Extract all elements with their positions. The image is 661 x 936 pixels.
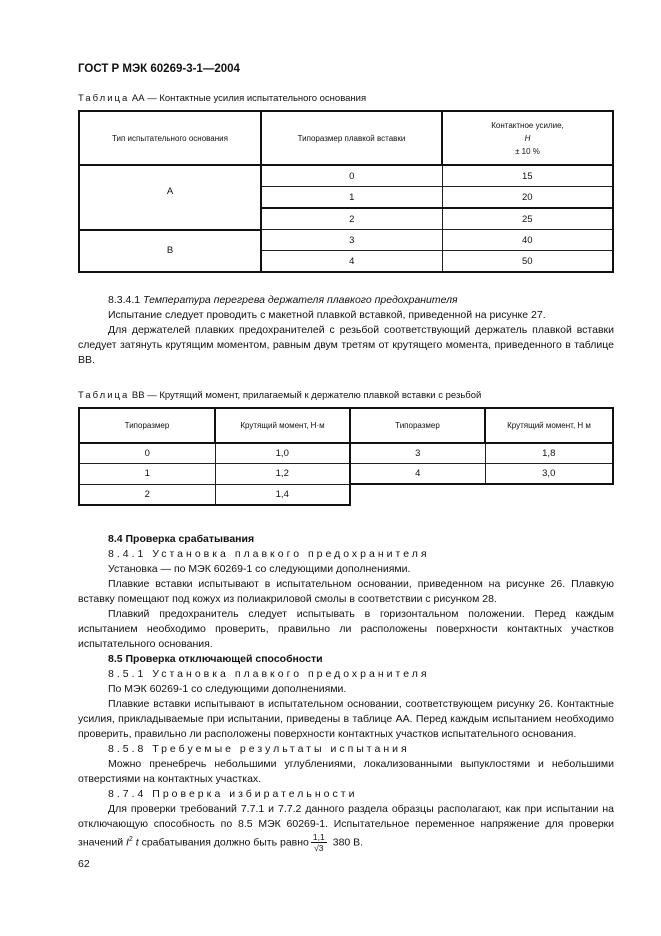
table-aa: Тип испытательного основания Типоразмер … xyxy=(78,110,614,273)
type-cell: В xyxy=(78,228,262,273)
section-8-3-4-1: 8.3.4.1 Температура перегрева держателя … xyxy=(78,294,614,366)
table-bb-caption: Таблица ВВ — Крутящий момент, прилагаемы… xyxy=(78,390,482,401)
table-bb: Типоразмер Крутящий момент, Н·м Типоразм… xyxy=(78,407,614,506)
table-row: В 3 40 xyxy=(78,228,614,273)
page-number: 62 xyxy=(78,857,90,870)
table-row: 2 25 xyxy=(79,207,614,230)
size-cell: 1 xyxy=(260,186,443,209)
table-aa-caption: Таблица АА — Контактные усилия испытател… xyxy=(78,93,367,104)
size-cell: 0 xyxy=(260,164,443,187)
page: ГОСТ Р МЭК 60269-3-1—2004 Таблица АА — К… xyxy=(78,63,614,870)
torque-cell: 1,4 xyxy=(214,483,351,506)
section-8-4-title: 8.4 Проверка срабатывания xyxy=(108,532,255,545)
table-row: 2 1,4 xyxy=(78,483,613,506)
empty-cell xyxy=(485,484,613,505)
size-cell: 2 xyxy=(260,207,443,230)
size-cell: 3 xyxy=(260,229,443,251)
torque-cell: 1,0 xyxy=(214,442,351,464)
size-cell: 4 xyxy=(349,463,486,485)
torque-cell: 3,0 xyxy=(484,463,614,485)
table-row: А 0 15 xyxy=(78,164,614,231)
table-row: 1 1,2 4 3,0 xyxy=(78,463,614,485)
header-cell: Контактное усилие, Н ± 10 % xyxy=(441,110,614,166)
table-row: 0 1,0 3 1,8 xyxy=(78,442,614,464)
torque-cell: 1,2 xyxy=(214,463,351,485)
empty-cell xyxy=(350,484,485,505)
force-cell: 25 xyxy=(441,207,614,230)
size-cell: 0 xyxy=(78,442,216,464)
header-cell: Типоразмер xyxy=(349,407,486,444)
size-cell: 3 xyxy=(349,442,486,464)
header-cell: Типоразмер xyxy=(78,407,216,444)
force-cell: 15 xyxy=(441,164,614,187)
sections-8-4-to-8-7-4: 8.4 Проверка срабатывания 8.4.1 Установк… xyxy=(78,532,614,853)
header-cell: Крутящий момент, Н·м xyxy=(214,407,351,444)
section-8-5-title: 8.5 Проверка отключающей способности xyxy=(108,652,323,665)
size-cell: 4 xyxy=(260,250,443,273)
force-cell: 20 xyxy=(441,186,614,209)
force-cell: 50 xyxy=(441,250,614,273)
document-header: ГОСТ Р МЭК 60269-3-1—2004 xyxy=(78,63,240,75)
header-cell: Типоразмер плавкой вставки xyxy=(260,110,443,166)
fraction: 1,1 √3 xyxy=(310,831,327,853)
header-cell: Тип испытательного основания xyxy=(78,110,262,166)
force-cell: 40 xyxy=(441,229,614,251)
table-row: 4 50 xyxy=(79,250,614,273)
torque-cell: 1,8 xyxy=(484,442,614,464)
size-cell: 1 xyxy=(78,463,216,485)
type-cell: А xyxy=(78,164,262,231)
header-cell: Крутящий момент, Н м xyxy=(484,407,614,444)
size-cell: 2 xyxy=(78,483,216,506)
